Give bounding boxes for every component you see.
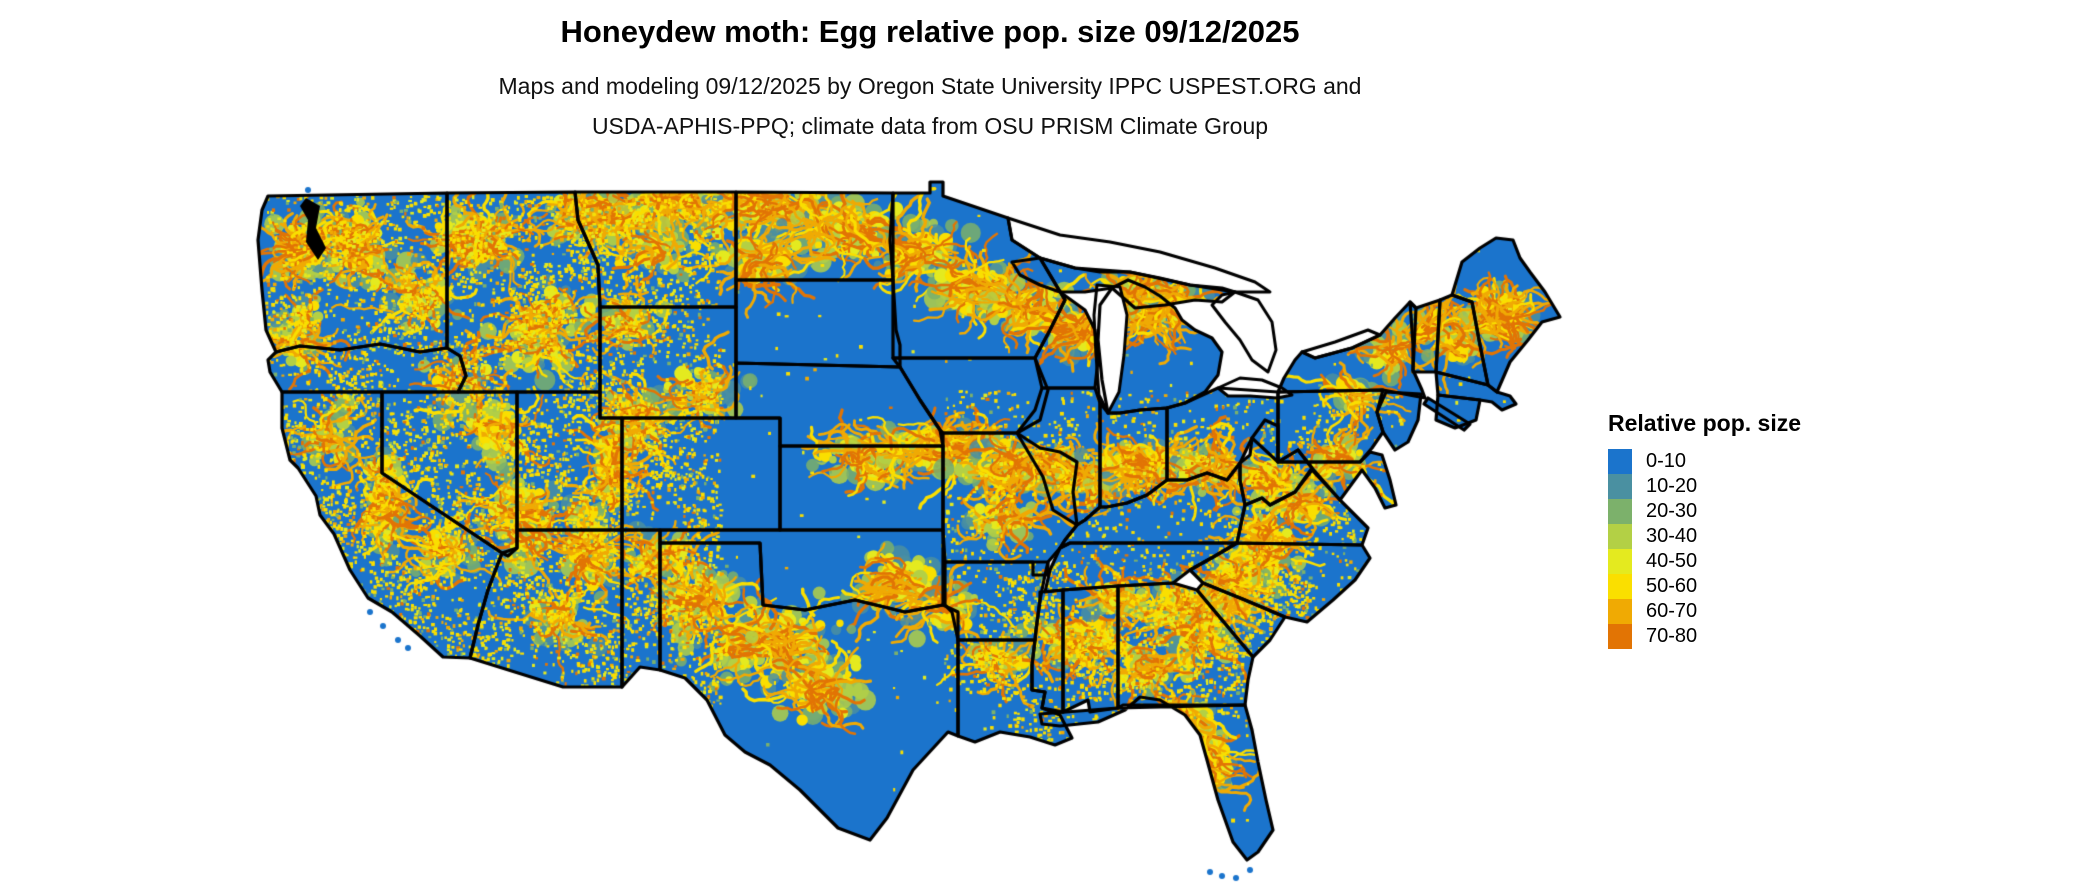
page-title: Honeydew moth: Egg relative pop. size 09… xyxy=(560,14,1300,49)
legend-label: 50-60 xyxy=(1646,575,1698,597)
subtitle-line-2: USDA-APHIS-PPQ; climate data from OSU PR… xyxy=(591,113,1269,139)
legend-label: 20-30 xyxy=(1646,500,1698,522)
legend-row: 60-70 xyxy=(1608,599,1801,624)
legend-swatch-10-20 xyxy=(1608,474,1632,499)
legend-row: 40-50 xyxy=(1608,549,1801,574)
legend-swatch-20-30 xyxy=(1608,499,1632,524)
legend-label: 60-70 xyxy=(1646,600,1698,622)
legend-label: 40-50 xyxy=(1646,550,1698,572)
legend-row: 30-40 xyxy=(1608,524,1801,549)
legend: Relative pop. size 0-10 10-20 20-30 30-40 40… xyxy=(1608,410,1801,649)
legend-label: 30-40 xyxy=(1646,525,1698,547)
legend-title: Relative pop. size xyxy=(1608,410,1802,436)
header: Honeydew moth: Egg relative pop. size 09… xyxy=(230,14,1630,146)
legend-row: 0-10 xyxy=(1608,449,1801,474)
map-subtitle: Maps and modeling 09/12/2025 by Oregon S… xyxy=(230,66,1630,146)
legend-row: 20-30 xyxy=(1608,499,1801,524)
subtitle-line-1: Maps and modeling 09/12/2025 by Oregon S… xyxy=(498,73,1362,99)
legend-label: 0-10 xyxy=(1646,450,1687,472)
legend-swatch-40-50 xyxy=(1608,549,1632,574)
legend-row: 70-80 xyxy=(1608,624,1801,649)
legend-row: 10-20 xyxy=(1608,474,1801,499)
legend-swatch-60-70 xyxy=(1608,599,1632,624)
legend-swatch-70-80 xyxy=(1608,624,1632,649)
legend-label: 70-80 xyxy=(1646,625,1698,647)
legend-rows: 0-10 10-20 20-30 30-40 40-50 50-60 60-70 70-80 xyxy=(1608,449,1801,649)
legend-swatch-0-10 xyxy=(1608,449,1632,474)
legend-swatch-50-60 xyxy=(1608,574,1632,599)
legend-row: 50-60 xyxy=(1608,574,1801,599)
legend-label: 10-20 xyxy=(1646,475,1698,497)
legend-swatch-30-40 xyxy=(1608,524,1632,549)
